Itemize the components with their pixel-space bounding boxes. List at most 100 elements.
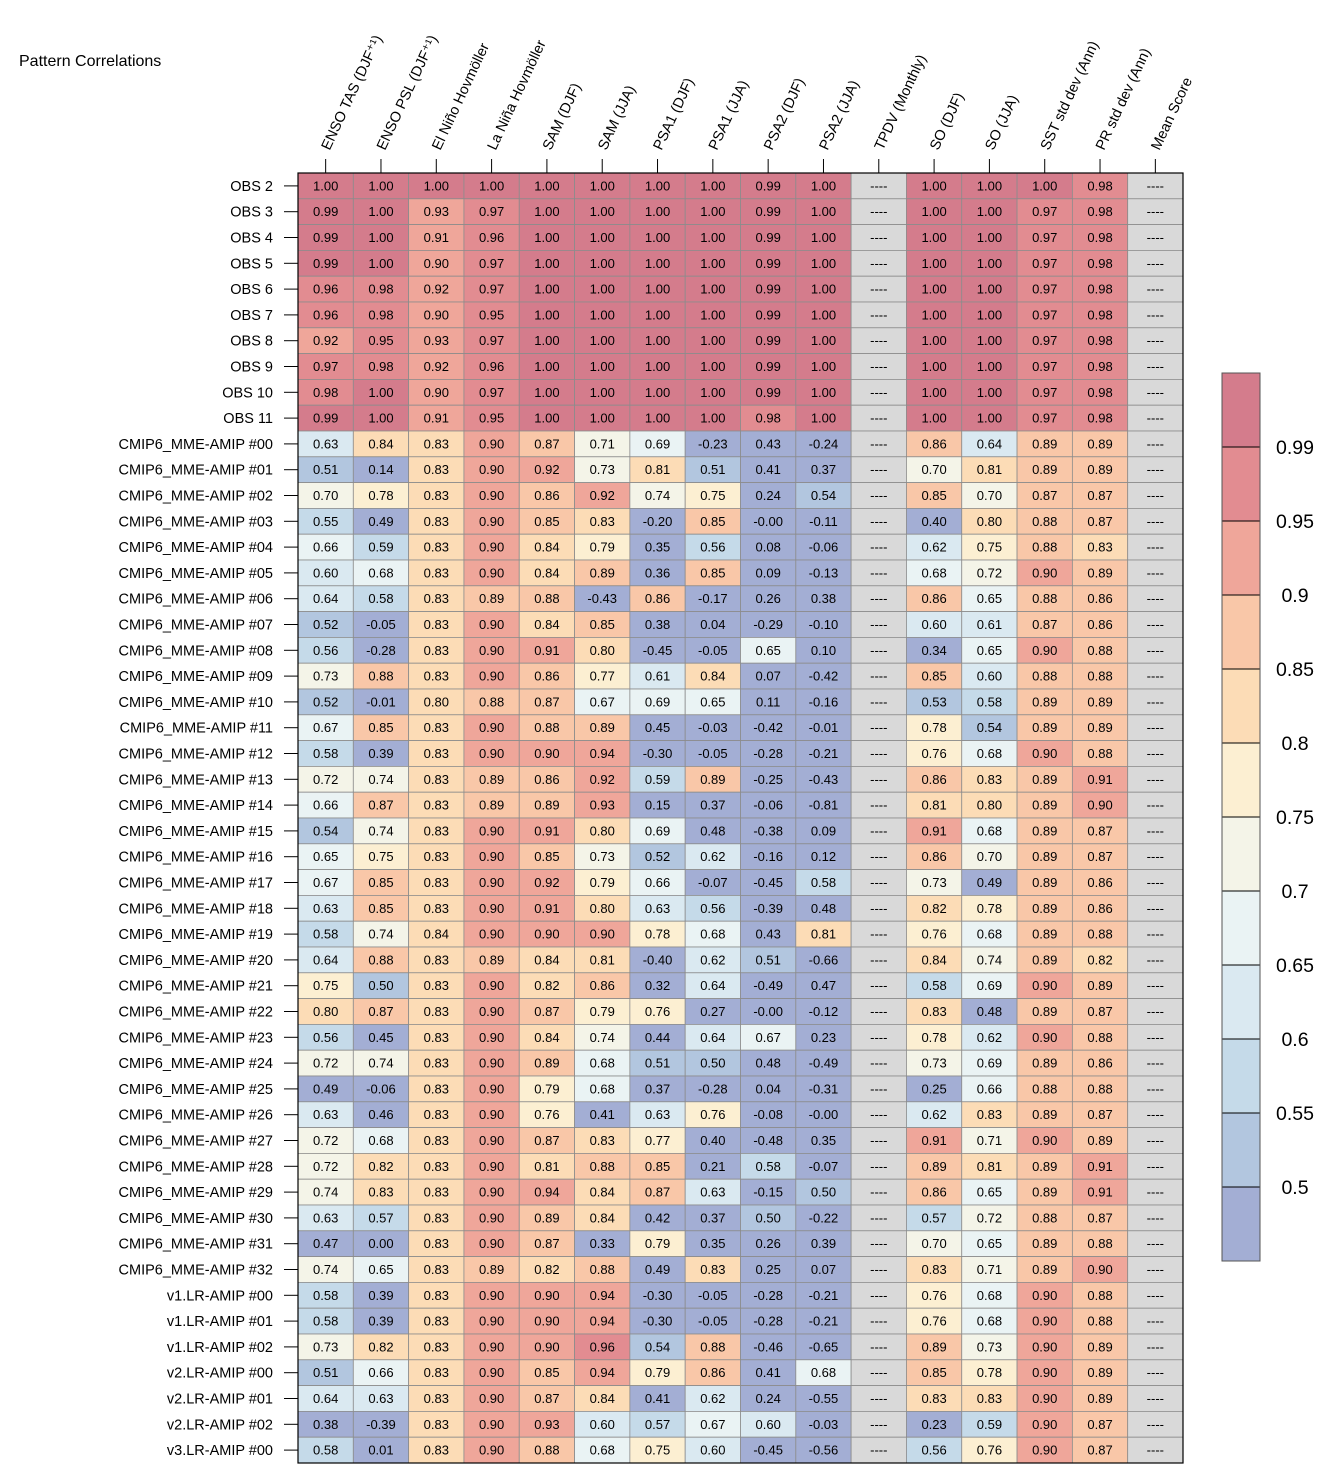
cell-value-label: 0.68 xyxy=(921,565,946,580)
heatmap-cell xyxy=(574,353,631,380)
cell-value-label: ---- xyxy=(1147,591,1164,606)
cell-value-label: 0.83 xyxy=(424,591,449,606)
cell-value-label: -0.42 xyxy=(753,720,783,735)
heatmap-cell xyxy=(850,1049,907,1077)
cell-value-label: 0.58 xyxy=(313,1443,338,1458)
cell-value-label: 0.90 xyxy=(479,436,504,451)
colorbar-tick-label: 0.99 xyxy=(1276,437,1314,459)
cell-value-label: 0.56 xyxy=(313,643,338,658)
cell-value-label: 0.47 xyxy=(811,978,836,993)
cell-value-label: ---- xyxy=(870,617,887,632)
cell-value-label: 0.87 xyxy=(368,798,393,813)
heatmap-cell xyxy=(463,714,520,741)
cell-value-label: 0.90 xyxy=(1032,1339,1057,1354)
cell-value-label: 0.90 xyxy=(479,514,504,529)
cell-value-label: 0.88 xyxy=(534,720,559,735)
cell-value-label: 0.88 xyxy=(368,669,393,684)
heatmap-cell xyxy=(684,1333,741,1361)
heatmap-cell xyxy=(1127,172,1184,200)
heatmap-cell xyxy=(906,172,963,200)
cell-value-label: 0.61 xyxy=(645,669,670,684)
heatmap-cell xyxy=(574,1230,631,1258)
cell-value-label: 0.91 xyxy=(921,823,946,838)
heatmap-cell xyxy=(352,1359,410,1387)
cell-value-label: 0.74 xyxy=(368,772,393,787)
cell-value-label: 0.76 xyxy=(921,927,946,942)
heatmap-cell xyxy=(408,1153,465,1180)
cell-value-label: 0.76 xyxy=(921,1288,946,1303)
cell-value-label: 0.42 xyxy=(645,1210,670,1225)
heatmap-cell xyxy=(297,1101,354,1129)
heatmap-cell xyxy=(518,1127,575,1154)
heatmap-cell xyxy=(961,559,1018,587)
cell-value-label: 0.97 xyxy=(479,282,504,297)
heatmap-cell xyxy=(297,662,354,690)
cell-value-label: 0.89 xyxy=(1087,1391,1112,1406)
colorbar-segment xyxy=(1222,595,1260,669)
cell-value-label: ---- xyxy=(870,436,887,451)
cell-value-label: 0.35 xyxy=(700,1236,725,1251)
cell-value-label: ---- xyxy=(870,643,887,658)
heatmap-cell xyxy=(961,1204,1018,1232)
heatmap-cell xyxy=(463,224,520,251)
row-label: CMIP6_MME-AMIP #21 xyxy=(119,979,273,995)
cell-value-label: 0.98 xyxy=(1087,385,1112,400)
cell-value-label: 0.63 xyxy=(313,901,338,916)
heatmap-cell xyxy=(684,224,741,251)
cell-value-label: 0.72 xyxy=(313,1159,338,1174)
heatmap-cell xyxy=(740,456,797,483)
cell-value-label: 0.83 xyxy=(424,436,449,451)
heatmap-cell xyxy=(1071,404,1129,432)
heatmap-cell xyxy=(684,791,741,819)
heatmap-cell xyxy=(408,301,465,329)
cell-value-label: -0.20 xyxy=(643,514,673,529)
heatmap-cell xyxy=(684,740,741,767)
heatmap-cell xyxy=(629,585,686,612)
heatmap-cell xyxy=(684,895,741,922)
cell-value-label: 0.62 xyxy=(921,1107,946,1122)
cell-value-label: 0.67 xyxy=(700,1417,725,1432)
cell-value-label: 0.89 xyxy=(1032,436,1057,451)
heatmap-cell xyxy=(518,224,575,251)
heatmap-cell xyxy=(518,404,575,432)
heatmap-cell xyxy=(1127,946,1184,974)
cell-value-label: 1.00 xyxy=(368,411,393,426)
cell-value-label: 0.83 xyxy=(424,849,449,864)
heatmap-cell xyxy=(352,1282,410,1309)
colorbar-segment xyxy=(1222,965,1260,1039)
heatmap-cell xyxy=(518,1049,575,1077)
cell-value-label: ---- xyxy=(1147,1314,1164,1329)
heatmap-cell xyxy=(684,662,741,690)
cell-value-label: -0.28 xyxy=(698,1081,728,1096)
heatmap-cell xyxy=(850,1436,907,1464)
heatmap-cell xyxy=(518,1333,575,1361)
cell-value-label: 0.26 xyxy=(756,1236,781,1251)
cell-value-label: 0.86 xyxy=(921,1185,946,1200)
cell-value-label: 0.83 xyxy=(424,1262,449,1277)
cell-value-label: 0.41 xyxy=(756,1365,781,1380)
cell-value-label: 0.59 xyxy=(977,1417,1002,1432)
cell-value-label: 0.83 xyxy=(977,772,1002,787)
cell-value-label: 0.48 xyxy=(977,1004,1002,1019)
cell-value-label: 0.83 xyxy=(1087,540,1112,555)
heatmap-cell xyxy=(1016,1204,1073,1232)
heatmap-cell xyxy=(740,1307,797,1335)
cell-value-label: 0.82 xyxy=(368,1159,393,1174)
cell-value-label: 0.04 xyxy=(700,617,725,632)
cell-value-label: ---- xyxy=(870,333,887,348)
cell-value-label: 1.00 xyxy=(921,256,946,271)
heatmap-cell xyxy=(1071,998,1129,1025)
heatmap-cell xyxy=(961,430,1018,458)
cell-value-label: 0.74 xyxy=(977,952,1002,967)
heatmap-cell xyxy=(1071,972,1129,999)
heatmap-cell xyxy=(1127,1024,1184,1051)
heatmap-cell xyxy=(850,637,907,664)
heatmap-cell xyxy=(740,766,797,793)
cell-value-label: 0.90 xyxy=(479,540,504,555)
heatmap-cell xyxy=(795,404,852,432)
heatmap-cell xyxy=(518,1230,575,1258)
cell-value-label: 0.90 xyxy=(1032,1030,1057,1045)
cell-value-label: ---- xyxy=(1147,1339,1164,1354)
cell-value-label: 0.97 xyxy=(479,333,504,348)
cell-value-label: ---- xyxy=(870,540,887,555)
